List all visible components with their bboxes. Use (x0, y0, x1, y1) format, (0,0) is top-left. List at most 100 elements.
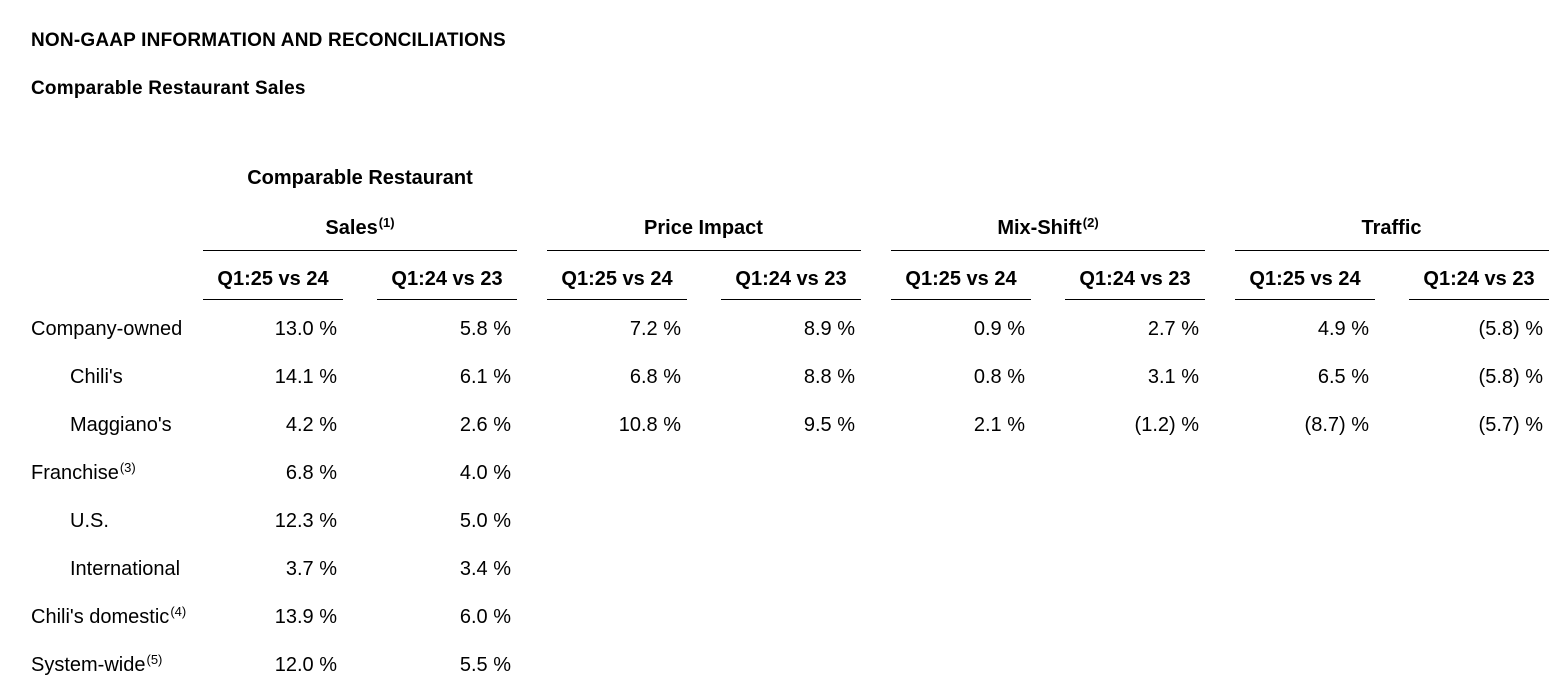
cell: 7.2 % (629, 317, 681, 340)
cell: 0.8 % (973, 365, 1025, 388)
cell: 2.1 % (973, 413, 1025, 436)
cell: 2.7 % (1147, 317, 1199, 340)
cell: (5.7) % (1478, 413, 1543, 436)
cell: (5.8) % (1478, 365, 1543, 388)
group-header-sales-title: Sales(1) (325, 215, 395, 242)
row-label-text: U.S. (70, 509, 109, 532)
cells-price-impact: 6.8 % 8.8 % (547, 366, 861, 389)
table-row-maggianos: Maggiano's 4.2 % 2.6 % 10.8 % 9.5 % 2.1 … (31, 401, 1566, 449)
row-label: Company-owned (31, 318, 182, 341)
table-row-chilis-domestic: Chili's domestic(4) 13.9 % 6.0 % (31, 593, 1566, 641)
cell: 6.5 % (1317, 365, 1369, 388)
cells-mix-shift: 0.8 % 3.1 % (891, 366, 1205, 389)
table-row-system-wide: System-wide(5) 12.0 % 5.5 % (31, 641, 1566, 689)
table-row-company-owned: Company-owned 13.0 % 5.8 % 7.2 % 8.9 % 0… (31, 305, 1566, 353)
row-label-text: System-wide (31, 653, 146, 676)
table-row-international: International 3.7 % 3.4 % (31, 545, 1566, 593)
cell: 12.0 % (274, 653, 337, 676)
cell: 2.6 % (459, 413, 511, 436)
cells-sales: 3.7 % 3.4 % (203, 558, 517, 581)
table-body: Company-owned 13.0 % 5.8 % 7.2 % 8.9 % 0… (31, 305, 1566, 689)
cell: (8.7) % (1304, 413, 1369, 436)
period-headers-sales: Q1:25 vs 24 Q1:24 vs 23 (203, 251, 517, 300)
table-group-header-row: Comparable Restaurant Sales(1) Price Imp… (31, 160, 1566, 251)
table-row-us: U.S. 12.3 % 5.0 % (31, 497, 1566, 545)
table-row-franchise: Franchise(3) 6.8 % 4.0 % (31, 449, 1566, 497)
cells-price-impact: 10.8 % 9.5 % (547, 414, 861, 437)
cell: 6.8 % (629, 365, 681, 388)
row-label: Franchise(3) (31, 459, 173, 485)
footnote-marker: (5) (146, 651, 163, 667)
cell: (1.2) % (1134, 413, 1199, 436)
cell: 6.0 % (459, 605, 511, 628)
row-label: Chili's (31, 366, 173, 389)
section-title: Comparable Restaurant Sales (31, 78, 306, 99)
cell: 5.5 % (459, 653, 511, 676)
cell: 6.8 % (285, 461, 337, 484)
group-header-traffic: Traffic (1235, 160, 1549, 251)
cell: 0.9 % (973, 317, 1025, 340)
cell: 13.0 % (274, 317, 337, 340)
row-label-text: Maggiano's (70, 413, 172, 436)
cells-price-impact: 7.2 % 8.9 % (547, 318, 861, 341)
cells-sales: 14.1 % 6.1 % (203, 366, 517, 389)
cells-sales: 6.8 % 4.0 % (203, 462, 517, 485)
group-title-text: Traffic (1361, 217, 1422, 239)
row-label-text: International (70, 557, 181, 580)
corner-spacer (31, 160, 173, 250)
cells-traffic: (8.7) % (5.7) % (1235, 414, 1549, 437)
comparable-restaurant-sales-table: Comparable Restaurant Sales(1) Price Imp… (31, 160, 1566, 689)
group-header-sales: Comparable Restaurant Sales(1) (203, 160, 517, 251)
cells-sales: 12.3 % 5.0 % (203, 510, 517, 533)
footnote-marker: (1) (378, 215, 395, 230)
group-title-text: Mix-Shift (997, 217, 1082, 239)
cell: 3.1 % (1147, 365, 1199, 388)
footnote-marker: (2) (1082, 215, 1099, 230)
corner-spacer (31, 251, 173, 300)
row-label: International (31, 558, 180, 581)
period-headers-price-impact: Q1:25 vs 24 Q1:24 vs 23 (547, 251, 861, 300)
row-label: U.S. (31, 510, 173, 533)
cell: 3.4 % (459, 557, 511, 580)
column-header: Q1:25 vs 24 (547, 251, 687, 300)
cell: 5.0 % (459, 509, 511, 532)
column-header: Q1:24 vs 23 (721, 251, 861, 300)
cell: 9.5 % (803, 413, 855, 436)
cell: (5.8) % (1478, 317, 1543, 340)
cell: 8.8 % (803, 365, 855, 388)
cell: 5.8 % (459, 317, 511, 340)
cell: 3.7 % (285, 557, 337, 580)
group-header-price-impact-title: Price Impact (644, 216, 764, 242)
cell: 4.2 % (285, 413, 337, 436)
row-label-text: Franchise (31, 461, 119, 484)
cell: 12.3 % (274, 509, 337, 532)
row-label: Maggiano's (31, 414, 173, 437)
row-label-text: Chili's (70, 365, 123, 388)
cells-sales: 13.0 % 5.8 % (203, 318, 517, 341)
cells-mix-shift: 0.9 % 2.7 % (891, 318, 1205, 341)
column-header: Q1:24 vs 23 (1409, 251, 1549, 300)
group-header-traffic-title: Traffic (1361, 216, 1422, 242)
cells-traffic: 4.9 % (5.8) % (1235, 318, 1549, 341)
cells-traffic: 6.5 % (5.8) % (1235, 366, 1549, 389)
group-header-mix-shift-title: Mix-Shift(2) (997, 215, 1099, 242)
cell: 4.9 % (1317, 317, 1369, 340)
column-header: Q1:24 vs 23 (377, 251, 517, 300)
column-header: Q1:25 vs 24 (203, 251, 343, 300)
table-period-header-row: Q1:25 vs 24 Q1:24 vs 23 Q1:25 vs 24 Q1:2… (31, 251, 1566, 300)
row-label-text: Chili's domestic (31, 605, 170, 628)
group-header-sales-top: Comparable Restaurant (247, 167, 473, 189)
cells-sales: 4.2 % 2.6 % (203, 414, 517, 437)
row-label: Chili's domestic(4) (31, 604, 186, 629)
group-header-mix-shift: Mix-Shift(2) (891, 160, 1205, 251)
footnote-marker: (3) (119, 459, 136, 475)
row-label: System-wide(5) (31, 651, 173, 677)
cell: 8.9 % (803, 317, 855, 340)
column-header: Q1:25 vs 24 (891, 251, 1031, 300)
cell: 10.8 % (618, 413, 681, 436)
column-header: Q1:24 vs 23 (1065, 251, 1205, 300)
cells-mix-shift: 2.1 % (1.2) % (891, 414, 1205, 437)
group-title-text: Sales (325, 217, 378, 239)
cells-sales: 13.9 % 6.0 % (203, 606, 517, 629)
